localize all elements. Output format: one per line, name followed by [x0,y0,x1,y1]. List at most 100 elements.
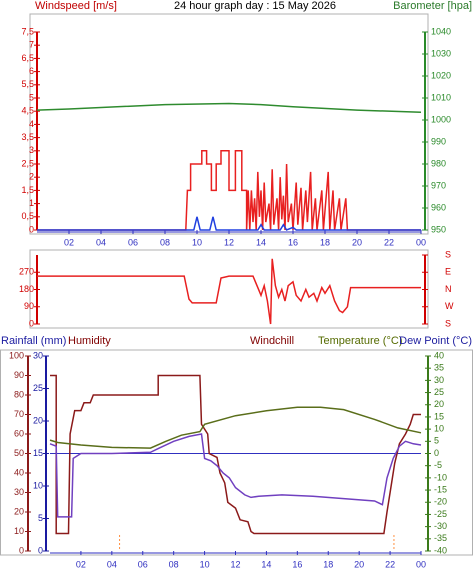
y-tick-label: 990 [431,136,446,146]
y-tick-label: 5 [38,513,43,523]
series-line [50,374,421,535]
y-tick-label: 180 [19,284,34,294]
dewpoint-label: Dew Point (°C) [399,335,472,347]
y-tick-label: 15 [33,448,43,458]
x-tick-label: 22 [385,559,395,569]
y-tick-label: 950 [431,224,446,234]
y-tick-label: S [445,318,451,328]
y-tick-label: 90 [14,370,24,380]
y-tick-label: 10 [14,526,24,536]
y-tick-label: 1040 [431,26,451,36]
y-tick-label: N [445,284,452,294]
y-tick-label: 5 [29,92,34,102]
x-tick-label: 08 [169,559,179,569]
y-tick-label: 70 [14,409,24,419]
y-tick-label: 1000 [431,114,451,124]
y-tick-label: 0,5 [21,211,34,221]
y-tick-label: 5,5 [21,79,34,89]
x-tick-label: 06 [138,559,148,569]
y2-label: Barometer [hpa] [393,0,472,12]
y-tick-label: S [445,249,451,259]
y-tick-label: 6 [29,66,34,76]
y-tick-label: 60 [14,428,24,438]
y-tick-label: 0 [38,545,43,555]
y-tick-label: 3 [29,145,34,155]
y-tick-label: 980 [431,158,446,168]
series-line [49,433,422,518]
y-tick-label: -5 [434,460,442,470]
y-tick-label: 6,5 [21,53,34,63]
y-tick-label: 5 [434,436,439,446]
y-tick-label: 960 [431,202,446,212]
x-tick-label: 02 [76,559,86,569]
y-tick-label: 25 [33,383,43,393]
y-tick-label: 30 [434,375,444,385]
series-line [36,102,422,114]
x-tick-label: 08 [160,237,170,247]
y-tick-label: 35 [434,363,444,373]
x-tick-label: 16 [288,237,298,247]
y-tick-label: 25 [434,387,444,397]
y-tick-label: -30 [434,521,447,531]
y-tick-label: -25 [434,509,447,519]
temperature-label: Temperature (°C) [318,335,402,347]
x-tick-label: 04 [107,559,117,569]
x-tick-label: 18 [320,237,330,247]
x-tick-label: 02 [64,237,74,247]
y-tick-label: 20 [434,399,444,409]
windchill-label: Windchill [250,335,294,347]
y-tick-label: -10 [434,472,447,482]
y-tick-label: 10 [434,424,444,434]
y-tick-label: 40 [14,467,24,477]
x-tick-label: 20 [352,237,362,247]
y-tick-label: 1010 [431,92,451,102]
y-tick-label: 20 [14,506,24,516]
x-tick-label: 12 [230,559,240,569]
series-line [37,150,421,231]
y-tick-label: 10 [33,480,43,490]
y-tick-label: 50 [14,448,24,458]
y-tick-label: 0 [19,545,24,555]
x-tick-label: 06 [128,237,138,247]
series-line [37,258,421,325]
y-tick-label: 2,5 [21,158,34,168]
y-tick-label: 270 [19,267,34,277]
x-tick-label: 14 [261,559,271,569]
chart-title: 24 hour graph day : 15 May 2026 [174,0,336,12]
y-tick-label: -15 [434,484,447,494]
y-label: Windspeed [m/s] [35,0,117,12]
y-tick-label: 100 [9,350,24,360]
x-tick-label: 22 [384,237,394,247]
x-tick-label: 14 [256,237,266,247]
y-tick-label: 1,5 [21,185,34,195]
series-line [49,406,422,449]
y-tick-label: -40 [434,545,447,555]
y-tick-label: 970 [431,180,446,190]
y-tick-label: 30 [33,350,43,360]
y-tick-label: 7,5 [21,26,34,36]
x-tick-label: 10 [200,559,210,569]
y-tick-label: 1020 [431,70,451,80]
y-tick-label: 0 [29,224,34,234]
x-tick-label: 10 [192,237,202,247]
y-tick-label: 15 [434,411,444,421]
x-tick-label: 00 [416,559,426,569]
series-line [37,216,421,231]
y-tick-label: 30 [14,487,24,497]
y-tick-label: 1030 [431,48,451,58]
y-tick-label: 4 [29,119,34,129]
y-tick-label: -35 [434,533,447,543]
y-tick-label: 7 [29,40,34,50]
y-tick-label: 90 [24,301,34,311]
x-tick-label: 04 [96,237,106,247]
y-tick-label: W [445,301,454,311]
temp-panel-frame [0,349,473,556]
x-tick-label: 16 [292,559,302,569]
y-tick-label: -20 [434,497,447,507]
y-tick-label: 2 [29,172,34,182]
x-tick-label: 12 [224,237,234,247]
y-tick-label: 1 [29,198,34,208]
x-tick-label: 20 [354,559,364,569]
